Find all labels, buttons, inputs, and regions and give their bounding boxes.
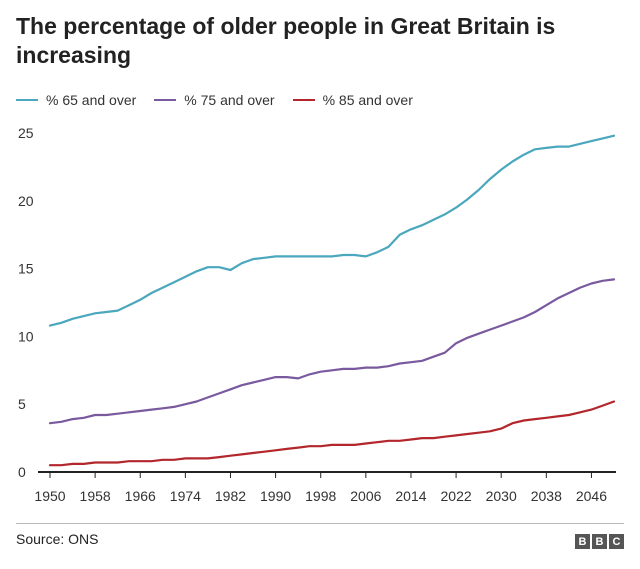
y-tick-label: 0: [18, 464, 26, 480]
y-tick-label: 15: [18, 261, 34, 277]
bbc-logo: B B C: [573, 534, 624, 549]
legend-label-75: % 75 and over: [184, 92, 275, 108]
series-lines: [48, 134, 616, 467]
legend-item-85: % 85 and over: [292, 92, 413, 108]
x-tick-label: 2006: [350, 488, 381, 504]
x-tick-label: 1990: [260, 488, 291, 504]
legend-swatch-65: [16, 99, 38, 101]
legend-swatch-75: [154, 99, 177, 101]
footer-divider: [16, 523, 624, 524]
chart-title: The percentage of older people in Great …: [16, 13, 556, 68]
y-tick-label: 5: [18, 396, 26, 412]
y-tick-label: 25: [18, 125, 34, 141]
x-tick-label: 2022: [441, 488, 472, 504]
x-tick-label: 1998: [305, 488, 336, 504]
y-axis-ticks: 0 5 10 15 20 25: [18, 125, 34, 480]
x-tick-label: 2038: [531, 488, 562, 504]
x-axis-ticks: 1950 1958 1966 1974 1982 1990 1998 2006 2014 2022…: [34, 472, 607, 504]
legend-label-65: % 65 and over: [46, 92, 137, 108]
source-note: Source: ONS: [16, 531, 99, 547]
legend-item-65: % 65 and over: [16, 92, 136, 108]
x-tick-label: 2046: [576, 488, 607, 504]
series-line-1: [48, 278, 616, 425]
line-chart: 0 5 10 15 20 25 1950 1958 1966 1974 1982 1990 1998 2…: [18, 125, 616, 504]
x-tick-label: 1966: [125, 488, 156, 504]
logo-letter-c: C: [609, 534, 624, 549]
x-tick-label: 1982: [215, 488, 246, 504]
legend-label-85: % 85 and over: [322, 92, 413, 108]
x-tick-label: 2030: [486, 488, 517, 504]
series-line-2: [48, 400, 616, 467]
series-line-0: [48, 134, 616, 327]
legend-swatch-85: [292, 99, 315, 101]
y-tick-label: 20: [18, 193, 34, 209]
legend-item-75: % 75 and over: [154, 92, 275, 108]
logo-letter-b2: B: [592, 534, 607, 549]
x-tick-label: 1950: [34, 488, 65, 504]
logo-letter-b1: B: [575, 534, 590, 549]
legend: % 65 and over % 75 and over % 85 and ove…: [16, 90, 431, 110]
x-tick-label: 1958: [80, 488, 111, 504]
x-tick-label: 1974: [170, 488, 201, 504]
x-tick-label: 2014: [395, 488, 426, 504]
y-tick-label: 10: [18, 328, 34, 344]
